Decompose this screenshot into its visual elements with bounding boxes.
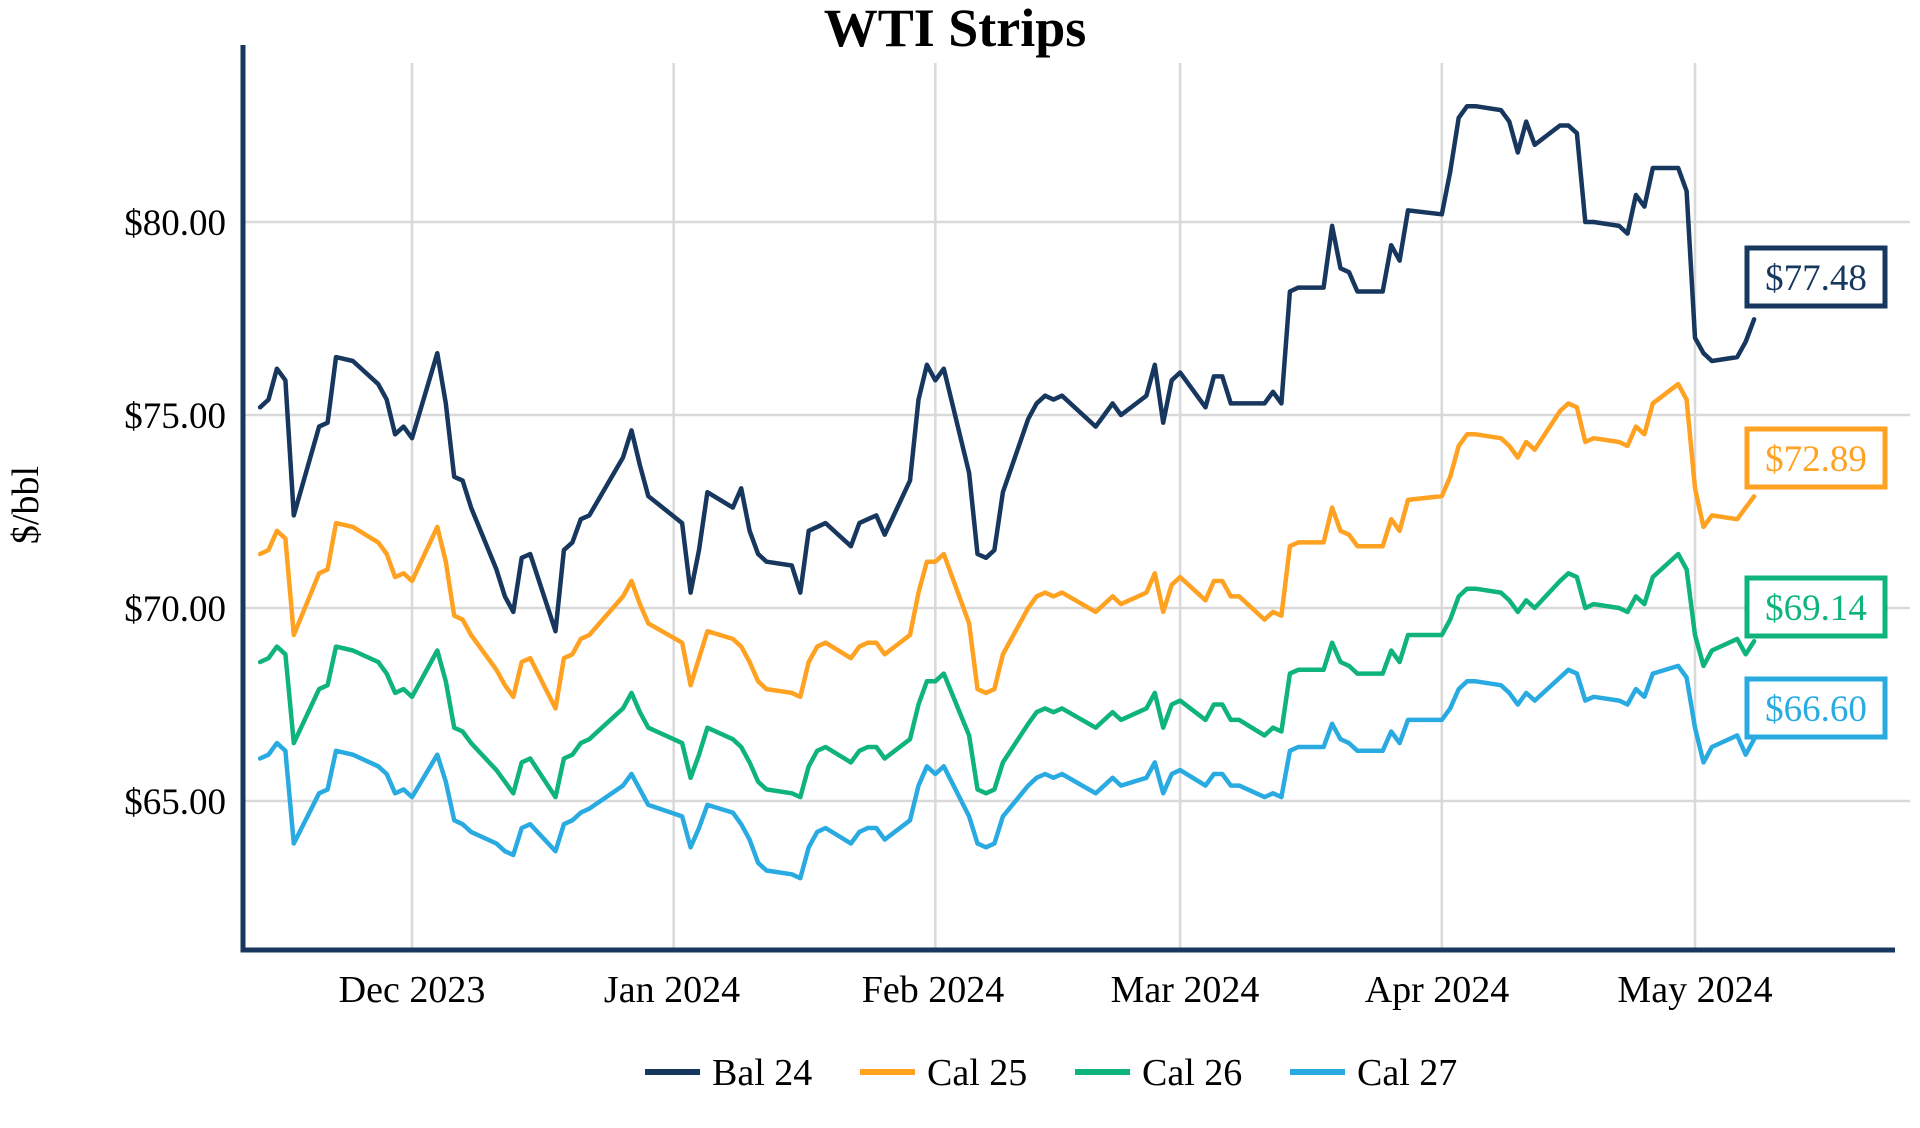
end-label-box-cal-26 <box>1744 575 1888 639</box>
series-line-cal-25 <box>257 381 1757 711</box>
x-tick-apr-2024: Apr 2024 <box>1365 969 1510 1011</box>
series-line-cal-27 <box>257 663 1757 881</box>
end-label-box-cal-25 <box>1744 426 1888 490</box>
end-label-cal-25: $72.89 <box>1765 439 1867 480</box>
legend-label-cal-25: Cal 25 <box>927 1052 1027 1094</box>
x-tick-jan-2024: Jan 2024 <box>604 969 740 1011</box>
y-tick-80: $80.00 <box>124 203 226 244</box>
x-tick-feb-2024: Feb 2024 <box>862 969 1005 1011</box>
end-label-cal-27: $66.60 <box>1765 689 1867 730</box>
y-tick-65: $65.00 <box>124 782 226 823</box>
y-tick-75: $75.00 <box>124 396 226 437</box>
series-lines <box>257 103 1757 881</box>
legend-label-cal-26: Cal 26 <box>1142 1052 1242 1094</box>
y-axis-label: $/bbl <box>5 466 47 544</box>
end-label-bal-24: $77.48 <box>1765 258 1867 299</box>
x-tick-mar-2024: Mar 2024 <box>1111 969 1260 1011</box>
end-label-cal-26: $69.14 <box>1765 588 1867 629</box>
x-tick-dec-2023: Dec 2023 <box>339 969 486 1011</box>
legend: Bal 24 Cal 25 Cal 26 Cal 27 <box>645 1052 1457 1094</box>
x-tick-may-2024: May 2024 <box>1617 969 1772 1011</box>
series-line-cal-26 <box>257 551 1757 800</box>
legend-label-cal-27: Cal 27 <box>1357 1052 1457 1094</box>
gridlines <box>245 63 1910 948</box>
series-line-bal-24 <box>257 103 1757 634</box>
y-tick-70: $70.00 <box>124 589 226 630</box>
end-label-box-cal-27 <box>1744 676 1888 740</box>
end-value-labels: $77.48 $72.89 $69.14 $66.60 <box>1744 245 1888 740</box>
legend-label-bal-24: Bal 24 <box>712 1052 812 1094</box>
end-label-box-bal-24 <box>1744 245 1888 309</box>
chart-title: WTI Strips <box>824 0 1087 58</box>
